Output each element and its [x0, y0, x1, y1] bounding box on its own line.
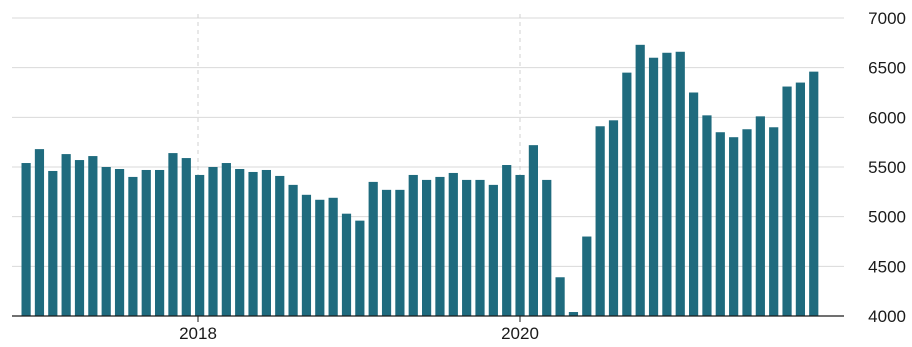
bar-27	[368, 181, 378, 316]
bar-8	[114, 168, 125, 316]
bar-55	[742, 129, 752, 316]
bar-7	[101, 167, 111, 316]
y-tick-label-5500: 5500	[868, 158, 906, 177]
bar-10	[141, 169, 151, 316]
bar-32	[435, 176, 445, 316]
bar-48	[648, 57, 659, 316]
bar-46	[622, 72, 632, 316]
bar-14	[195, 174, 205, 316]
bar-49	[662, 52, 672, 317]
bar-58	[782, 86, 792, 316]
bar-15	[208, 167, 218, 316]
bar-59	[795, 82, 805, 316]
bar-25	[341, 213, 352, 316]
x-tick-label-2020: 2020	[501, 324, 539, 343]
bar-47	[635, 44, 645, 316]
bars-group	[21, 44, 819, 317]
bar-2	[34, 149, 45, 316]
bar-56	[755, 116, 765, 316]
bar-3	[48, 170, 58, 316]
bar-1	[21, 163, 31, 316]
y-tick-label-4500: 4500	[868, 257, 906, 276]
bar-38	[515, 174, 525, 316]
bar-11	[155, 169, 165, 316]
y-tick-label-6500: 6500	[868, 59, 906, 78]
bar-36	[488, 184, 498, 316]
bar-5	[74, 160, 85, 316]
y-axis-tick-labels: 4000 4500 5000 5500 6000 6500 7000	[868, 9, 906, 326]
bar-37	[502, 165, 512, 316]
bar-22	[301, 194, 312, 316]
bar-53	[715, 132, 725, 316]
bar-33	[448, 172, 458, 316]
bar-39	[528, 145, 538, 316]
bar-6	[88, 156, 98, 316]
bar-29	[395, 189, 405, 316]
bar-31	[422, 179, 432, 316]
bar-21	[288, 184, 298, 316]
bar-44	[595, 126, 605, 317]
x-tick-label-2018: 2018	[179, 324, 217, 343]
bar-51	[689, 92, 699, 316]
bar-54	[729, 137, 739, 316]
bar-16	[221, 163, 231, 316]
bar-43	[582, 236, 592, 316]
bar-57	[769, 127, 779, 317]
bar-52	[702, 115, 712, 316]
bar-20	[275, 175, 285, 316]
bar-40	[542, 179, 552, 316]
y-tick-label-4000: 4000	[868, 307, 906, 326]
bar-60	[809, 71, 819, 316]
bar-23	[315, 199, 325, 316]
y-tick-label-7000: 7000	[868, 9, 906, 28]
bar-18	[248, 171, 258, 316]
bar-24	[328, 197, 338, 316]
bar-35	[475, 179, 485, 316]
bar-4	[61, 154, 71, 316]
bar-28	[381, 189, 392, 316]
y-tick-label-6000: 6000	[868, 108, 906, 127]
bar-34	[462, 179, 472, 316]
bar-17	[235, 168, 245, 316]
bar-50	[675, 51, 685, 317]
bar-45	[608, 120, 619, 316]
bar-12	[168, 153, 178, 316]
x-axis-tick-labels: 2018 2020	[179, 324, 539, 343]
bar-42	[568, 312, 579, 316]
bar-19	[261, 169, 271, 316]
bar-9	[128, 176, 138, 316]
bar-13	[181, 158, 191, 316]
bar-30	[408, 174, 418, 316]
bar-26	[355, 220, 365, 316]
bar-41	[555, 277, 565, 316]
y-tick-label-5000: 5000	[868, 208, 906, 227]
